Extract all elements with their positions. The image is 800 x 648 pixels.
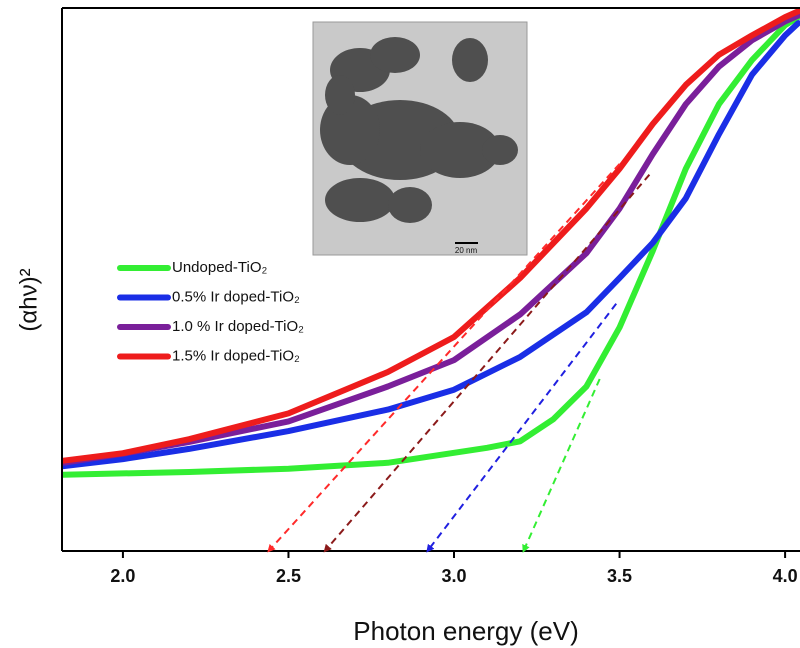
x-tick-label: 4.0 xyxy=(773,566,798,586)
inset-particles xyxy=(320,37,518,223)
y-axis-label: (αhν)² xyxy=(15,268,42,331)
x-tick-label: 2.0 xyxy=(110,566,135,586)
legend-label: 1.0 % Ir doped-TiO₂ xyxy=(172,318,304,335)
x-tick-label: 2.5 xyxy=(276,566,301,586)
tangent-line xyxy=(426,303,617,553)
series-line xyxy=(62,8,800,464)
series-line xyxy=(62,20,800,470)
plot-area xyxy=(62,8,800,478)
x-tick-label: 3.5 xyxy=(607,566,632,586)
inset-image: 20 nm xyxy=(312,21,528,256)
tangent-line xyxy=(267,163,621,553)
series-line xyxy=(62,14,800,478)
legend-label: 1.5% Ir doped-TiO₂ xyxy=(172,347,300,364)
legend-label: Undoped-TiO₂ xyxy=(172,259,267,276)
tangent-line xyxy=(522,378,601,553)
tangent-line xyxy=(323,174,651,553)
x-axis-label: Photon energy (eV) xyxy=(353,616,578,646)
x-tick-label: 3.0 xyxy=(441,566,466,586)
inset-scale-label: 20 nm xyxy=(455,246,478,255)
series-line xyxy=(62,12,800,466)
legend-label: 0.5% Ir doped-TiO₂ xyxy=(172,288,300,305)
